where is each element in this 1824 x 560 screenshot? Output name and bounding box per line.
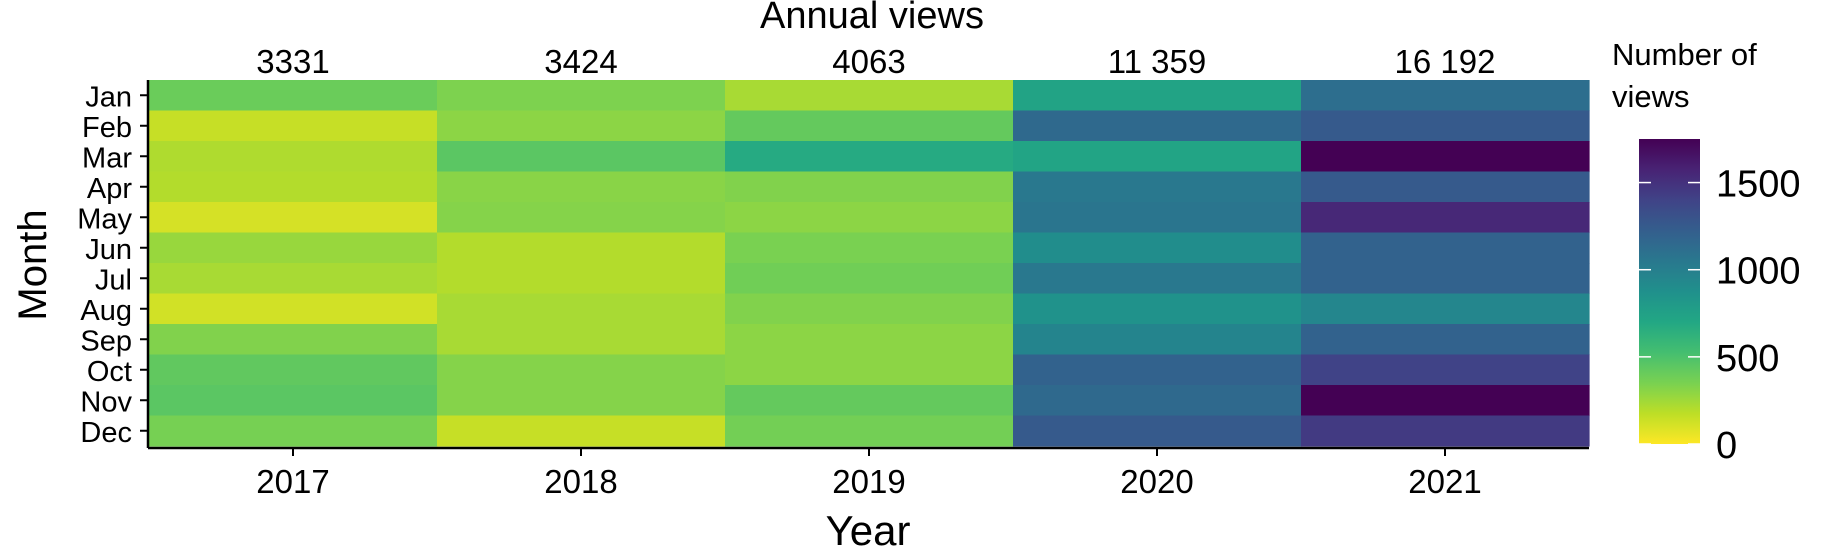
- heatmap-cell-apr-2019: [725, 171, 1014, 203]
- heatmap-cell-may-2017: [149, 202, 438, 234]
- heatmap-cell-jan-2017: [149, 80, 438, 112]
- heatmap-cell-jun-2017: [149, 232, 438, 264]
- x-tick-label: 2017: [256, 463, 329, 500]
- heatmap-cell-mar-2017: [149, 141, 438, 173]
- y-tick-label: Dec: [80, 417, 132, 449]
- colorbar-title-line: Number of: [1612, 37, 1757, 72]
- heatmap-cell-mar-2020: [1013, 141, 1302, 173]
- heatmap-cell-oct-2021: [1301, 354, 1590, 386]
- heatmap-cell-oct-2018: [437, 354, 726, 386]
- heatmap-cell-may-2020: [1013, 202, 1302, 234]
- heatmap-cell-jul-2021: [1301, 263, 1590, 295]
- y-tick-label: Sep: [80, 325, 132, 357]
- heatmap-cell-feb-2021: [1301, 110, 1590, 142]
- heatmap-cell-sep-2019: [725, 324, 1014, 356]
- heatmap-cell-jul-2020: [1013, 263, 1302, 295]
- annual-total-label: 4063: [832, 43, 905, 80]
- x-tick-label: 2019: [832, 463, 905, 500]
- heatmap-cell-jan-2020: [1013, 80, 1302, 112]
- heatmap-cell-nov-2020: [1013, 385, 1302, 417]
- heatmap-cell-dec-2019: [725, 415, 1014, 447]
- heatmap-cell-dec-2018: [437, 415, 726, 447]
- heatmap-cell-nov-2017: [149, 385, 438, 417]
- heatmap-cell-jun-2019: [725, 232, 1014, 264]
- y-tick-label: Aug: [80, 295, 132, 327]
- heatmap-cell-feb-2018: [437, 110, 726, 142]
- colorbar-title: Number of views: [1612, 37, 1757, 114]
- top-axis-title: Annual views: [760, 0, 984, 37]
- heatmap-cell-sep-2017: [149, 324, 438, 356]
- y-tick-label: Jan: [85, 81, 132, 113]
- colorbar-tick-label: 500: [1716, 338, 1779, 380]
- heatmap-cell-nov-2019: [725, 385, 1014, 417]
- heatmap-cell-aug-2020: [1013, 293, 1302, 325]
- heatmap-cell-oct-2019: [725, 354, 1014, 386]
- x-axis-title: Year: [826, 507, 911, 554]
- heatmap-cell-sep-2020: [1013, 324, 1302, 356]
- heatmap-cell-aug-2019: [725, 293, 1014, 325]
- colorbar-title-line: views: [1612, 79, 1690, 114]
- heatmap-cell-jan-2019: [725, 80, 1014, 112]
- y-tick-label: Oct: [87, 356, 132, 388]
- heatmap-cell-jun-2018: [437, 232, 726, 264]
- heatmap-cell-feb-2017: [149, 110, 438, 142]
- annual-total-label: 11 359: [1108, 43, 1206, 80]
- x-tick-label: 2018: [544, 463, 617, 500]
- heatmap-cell-apr-2021: [1301, 171, 1590, 203]
- heatmap-cell-jul-2017: [149, 263, 438, 295]
- y-tick-label: Jun: [85, 234, 132, 266]
- heatmap-cell-jun-2021: [1301, 232, 1590, 264]
- heatmap-cell-mar-2019: [725, 141, 1014, 173]
- annual-total-labels: 3331 3424 4063 11 359 16 192: [256, 43, 1495, 80]
- y-tick-label: Jul: [95, 264, 132, 296]
- heatmap-cell-jan-2021: [1301, 80, 1590, 112]
- y-tick-label: Nov: [80, 386, 132, 418]
- colorbar-ticks: 0 500 1000 1500: [1639, 164, 1801, 467]
- heatmap-cell-jul-2018: [437, 263, 726, 295]
- heatmap-cell-feb-2019: [725, 110, 1014, 142]
- heatmap-cell-sep-2021: [1301, 324, 1590, 356]
- heatmap-cell-apr-2020: [1013, 171, 1302, 203]
- heatmap-cell-aug-2017: [149, 293, 438, 325]
- heatmap-cell-may-2018: [437, 202, 726, 234]
- heatmap-cell-apr-2018: [437, 171, 726, 203]
- heatmap-cell-oct-2017: [149, 354, 438, 386]
- heatmap-cell-oct-2020: [1013, 354, 1302, 386]
- heatmap-cell-aug-2018: [437, 293, 726, 325]
- heatmap-cell-apr-2017: [149, 171, 438, 203]
- x-tick-label: 2020: [1120, 463, 1193, 500]
- heatmap-cell-sep-2018: [437, 324, 726, 356]
- heatmap-cell-mar-2018: [437, 141, 726, 173]
- heatmap-cell-dec-2021: [1301, 415, 1590, 447]
- heatmap-cell-may-2019: [725, 202, 1014, 234]
- heatmap-cells: [149, 80, 1590, 447]
- colorbar-tick-label: 1000: [1716, 251, 1801, 293]
- heatmap-cell-aug-2021: [1301, 293, 1590, 325]
- y-tick-label: Apr: [87, 173, 132, 205]
- annual-total-label: 16 192: [1395, 43, 1496, 80]
- heatmap-cell-jan-2018: [437, 80, 726, 112]
- heatmap-cell-dec-2020: [1013, 415, 1302, 447]
- colorbar-tick-label: 1500: [1716, 164, 1801, 206]
- y-axis-title: Month: [11, 209, 55, 320]
- y-tick-label: Mar: [82, 142, 132, 174]
- heatmap-cell-nov-2018: [437, 385, 726, 417]
- heatmap-cell-dec-2017: [149, 415, 438, 447]
- colorbar-tick-label: 0: [1716, 425, 1737, 467]
- annual-total-label: 3331: [256, 43, 329, 80]
- x-axis-ticks: 2017 2018 2019 2020 2021: [256, 448, 1482, 500]
- colorbar-gradient: [1639, 139, 1700, 444]
- annual-total-label: 3424: [544, 43, 617, 80]
- heatmap-cell-may-2021: [1301, 202, 1590, 234]
- heatmap-cell-jun-2020: [1013, 232, 1302, 264]
- y-tick-label: Feb: [82, 112, 132, 144]
- x-tick-label: 2021: [1408, 463, 1481, 500]
- heatmap-cell-mar-2021: [1301, 141, 1590, 173]
- heatmap-cell-jul-2019: [725, 263, 1014, 295]
- heatmap-cell-feb-2020: [1013, 110, 1302, 142]
- heatmap-cell-nov-2021: [1301, 385, 1590, 417]
- y-tick-label: May: [77, 203, 132, 235]
